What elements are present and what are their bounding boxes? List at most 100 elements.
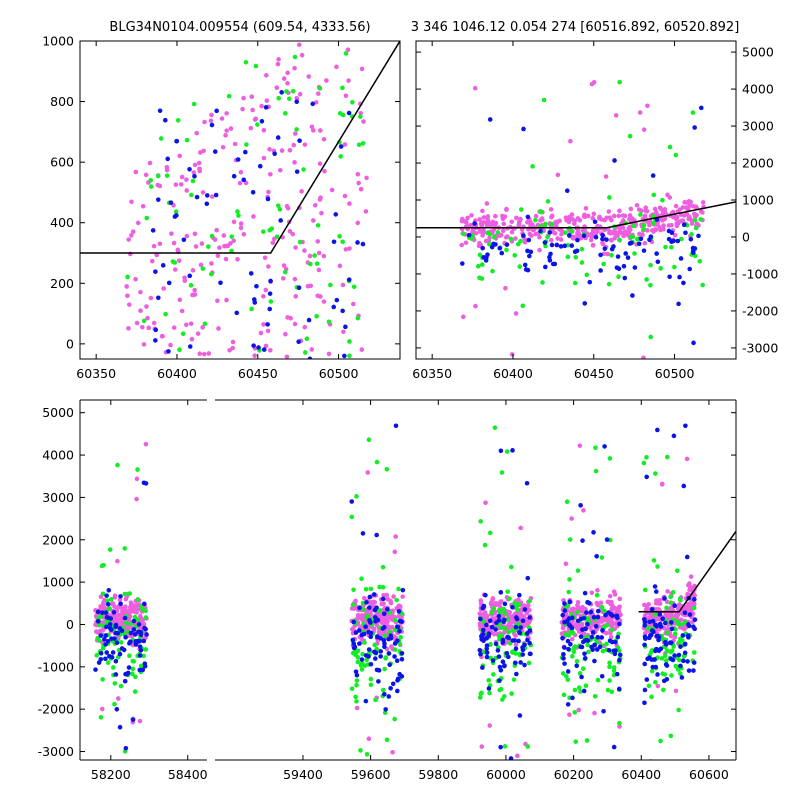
data-point-pink bbox=[143, 172, 149, 178]
data-point-pink bbox=[296, 42, 302, 48]
data-point-blue bbox=[150, 228, 156, 233]
data-point-green bbox=[340, 239, 345, 245]
data-point-green bbox=[340, 85, 345, 91]
data-point-blue bbox=[528, 249, 534, 255]
data-point-green bbox=[358, 114, 363, 119]
data-point-blue bbox=[527, 253, 532, 259]
data-point-blue bbox=[349, 499, 355, 504]
data-point-blue bbox=[275, 135, 281, 140]
data-point-pink bbox=[500, 228, 506, 234]
data-point-pink bbox=[212, 237, 218, 242]
data-point-blue bbox=[393, 423, 399, 429]
data-point-blue bbox=[187, 344, 193, 349]
data-point-green bbox=[282, 269, 288, 275]
data-point-blue bbox=[679, 675, 685, 680]
data-point-green bbox=[372, 642, 378, 648]
data-point-pink bbox=[208, 118, 214, 124]
y-tick-label: 2000 bbox=[42, 532, 74, 547]
data-point-pink bbox=[463, 240, 469, 246]
data-point-blue bbox=[395, 678, 400, 683]
data-point-pink bbox=[568, 138, 573, 144]
data-point-green bbox=[127, 653, 132, 659]
data-point-green bbox=[469, 236, 474, 241]
data-point-pink bbox=[482, 610, 488, 615]
data-point-blue bbox=[582, 590, 588, 596]
data-point-pink bbox=[661, 226, 666, 232]
data-point-blue bbox=[397, 618, 403, 624]
data-point-pink bbox=[225, 243, 231, 249]
data-point-blue bbox=[580, 538, 585, 543]
data-point-blue bbox=[331, 304, 337, 310]
data-point-pink bbox=[361, 119, 366, 124]
data-point-pink bbox=[179, 174, 185, 180]
data-point-blue bbox=[647, 633, 653, 638]
data-point-green bbox=[599, 555, 605, 560]
data-point-green bbox=[572, 280, 578, 286]
data-point-green bbox=[668, 600, 673, 605]
y-tick-label: 0 bbox=[66, 617, 74, 632]
data-point-green bbox=[479, 276, 485, 281]
data-point-green bbox=[489, 610, 495, 616]
data-point-blue bbox=[267, 306, 273, 312]
data-point-pink bbox=[224, 111, 229, 116]
data-point-green bbox=[616, 274, 621, 279]
data-point-green bbox=[664, 454, 670, 460]
data-point-pink bbox=[355, 171, 361, 177]
data-point-green bbox=[229, 248, 234, 254]
data-point-green bbox=[641, 460, 647, 466]
data-point-green bbox=[673, 627, 678, 632]
data-point-green bbox=[343, 51, 349, 56]
data-point-pink bbox=[550, 229, 556, 235]
data-point-blue bbox=[109, 636, 114, 641]
data-point-blue bbox=[680, 633, 686, 638]
data-point-blue bbox=[562, 645, 567, 650]
data-point-blue bbox=[132, 632, 138, 637]
data-point-blue bbox=[642, 623, 648, 628]
data-point-pink bbox=[238, 169, 244, 175]
data-point-pink bbox=[612, 228, 617, 234]
data-point-blue bbox=[486, 631, 492, 636]
data-point-blue bbox=[598, 252, 603, 258]
data-point-blue bbox=[520, 647, 526, 653]
data-point-pink bbox=[396, 614, 402, 619]
data-point-green bbox=[477, 695, 483, 700]
data-point-green bbox=[575, 609, 580, 615]
data-point-pink bbox=[677, 219, 683, 224]
data-point-pink bbox=[595, 588, 600, 593]
data-point-blue bbox=[589, 634, 595, 640]
data-point-blue bbox=[489, 624, 495, 630]
y-tick-label: 5000 bbox=[42, 405, 74, 420]
data-point-blue bbox=[265, 322, 270, 327]
x-tick-label: 60500 bbox=[319, 366, 359, 381]
data-point-pink bbox=[479, 744, 485, 749]
data-point-blue bbox=[140, 667, 146, 673]
data-point-blue bbox=[508, 756, 514, 760]
data-point-pink bbox=[504, 206, 509, 212]
data-point-green bbox=[383, 655, 389, 660]
data-point-blue bbox=[505, 634, 510, 640]
data-point-pink bbox=[583, 206, 589, 211]
bottom-panel: 58200 58400 59400 59600 59800 60000 60200 60400… bbox=[38, 399, 737, 782]
data-point-pink bbox=[642, 613, 648, 618]
data-point-green bbox=[515, 607, 521, 613]
data-point-blue bbox=[668, 640, 674, 646]
data-point-pink bbox=[588, 237, 594, 243]
data-point-green bbox=[676, 640, 682, 645]
data-point-green bbox=[236, 213, 241, 218]
data-point-green bbox=[630, 223, 636, 229]
data-point-blue bbox=[141, 601, 147, 607]
data-point-pink bbox=[193, 244, 199, 249]
data-point-pink bbox=[261, 294, 266, 299]
data-point-green bbox=[135, 597, 141, 602]
data-point-blue bbox=[662, 620, 668, 626]
data-point-blue bbox=[589, 644, 594, 650]
data-point-green bbox=[549, 221, 555, 227]
data-point-blue bbox=[542, 240, 548, 245]
data-point-pink bbox=[184, 177, 189, 182]
data-point-pink bbox=[637, 110, 643, 115]
data-point-pink bbox=[669, 222, 674, 228]
data-point-blue bbox=[611, 244, 616, 249]
data-point-green bbox=[384, 466, 390, 472]
data-point-blue bbox=[647, 655, 652, 660]
data-point-green bbox=[122, 546, 128, 551]
